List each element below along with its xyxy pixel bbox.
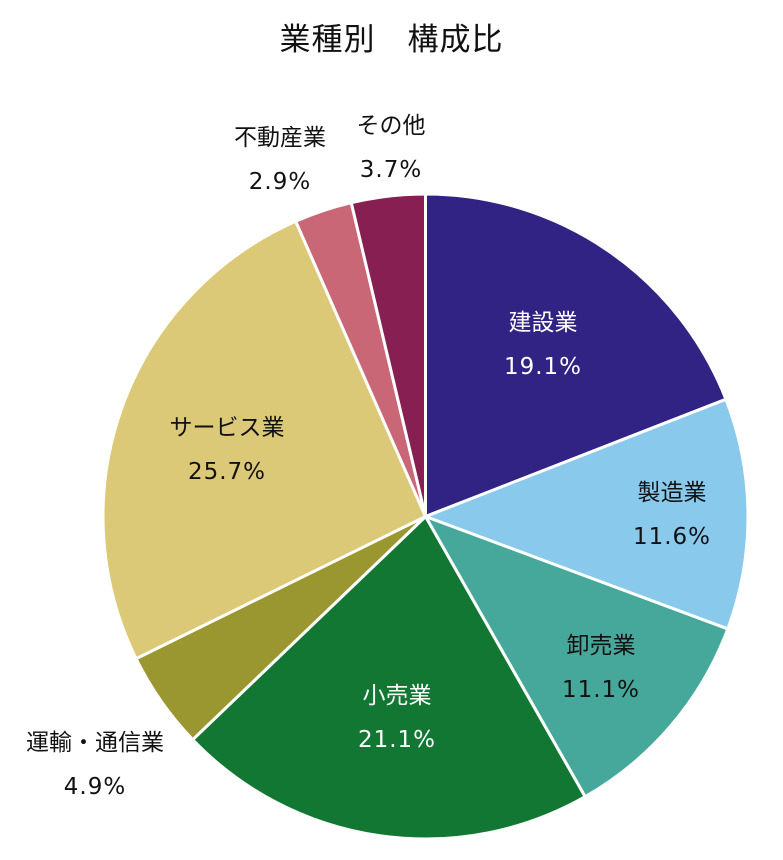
slice-label: 小売業 21.1% <box>358 674 436 762</box>
slice-label-value: 3.7% <box>359 157 423 183</box>
slice-label: サービス業 25.7% <box>170 406 285 494</box>
slice-label-name: 卸売業 <box>566 633 636 659</box>
chart-title: 業種別 構成比 <box>279 22 504 58</box>
slice-label-value: 25.7% <box>187 459 267 485</box>
slice-label-value: 11.6% <box>632 524 712 550</box>
slice-label: 建設業 19.1% <box>504 301 582 389</box>
pie-slice <box>349 192 427 518</box>
slice-label-name: 不動産業 <box>234 125 326 151</box>
slice-label-value: 19.1% <box>503 354 583 380</box>
slice-label-value: 21.1% <box>357 727 437 753</box>
pie-slice <box>424 397 750 631</box>
slice-label: その他 3.7% <box>357 104 426 192</box>
slice-label-name: 建設業 <box>508 310 578 336</box>
pie-slice <box>101 219 427 661</box>
slice-label-value: 4.9% <box>63 774 127 800</box>
slice-label-name: 運輸・通信業 <box>26 730 164 756</box>
slice-label: 運輸・通信業 4.9% <box>26 721 164 809</box>
pie-slice <box>424 515 730 799</box>
slice-label: 製造業 11.6% <box>633 471 711 559</box>
slice-label-value: 2.9% <box>248 169 312 195</box>
pie-slice <box>191 515 587 841</box>
slice-label: 不動産業 2.9% <box>234 116 326 204</box>
slice-label-name: その他 <box>356 113 426 139</box>
slice-label-name: 小売業 <box>362 683 432 709</box>
slice-label-value: 11.1% <box>561 677 641 703</box>
pie-slice <box>424 192 728 518</box>
slice-label: 卸売業 11.1% <box>562 624 640 712</box>
slice-label-name: 製造業 <box>637 480 707 506</box>
slice-label-name: サービス業 <box>169 415 285 441</box>
